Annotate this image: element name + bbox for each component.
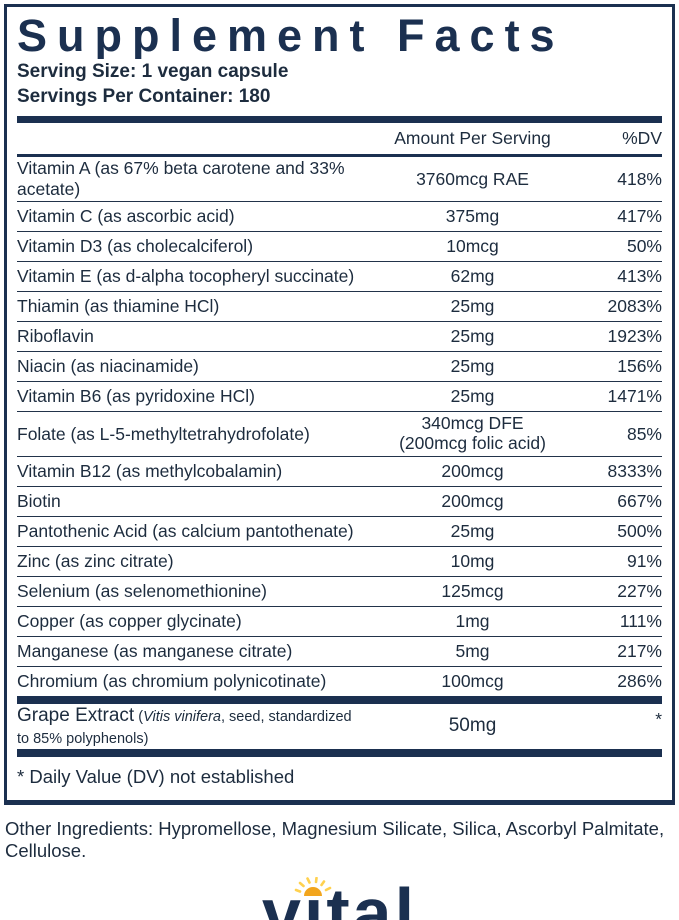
nutrient-dv: 413%: [617, 266, 662, 287]
nutrient-row: Zinc (as zinc citrate) 10mg 91%: [17, 545, 662, 576]
nutrient-amount: 3760mcg RAE: [416, 168, 529, 189]
nutrient-amount: 375mg: [445, 206, 500, 227]
nutrient-row: Manganese (as manganese citrate) 5mg 217…: [17, 635, 662, 666]
serving-size: Serving Size: 1 vegan capsule: [17, 61, 289, 83]
nutrient-amount: 25mg: [450, 356, 495, 377]
nutrient-row: Copper (as copper glycinate) 1mg 111%: [17, 605, 662, 636]
nutrient-name: Pantothenic Acid (as calcium pantothenat…: [17, 520, 354, 541]
sun-icon: [294, 876, 332, 896]
nutrient-dv: 85%: [626, 423, 662, 444]
nutrient-name: Chromium (as chromium polynicotinate): [17, 670, 327, 691]
nutrient-row: Pantothenic Acid (as calcium pantothenat…: [17, 515, 662, 546]
nutrient-name: Thiamin (as thiamine HCl): [17, 296, 220, 317]
nutrient-rows: Vitamin A (as 67% beta carotene and 33% …: [17, 157, 662, 695]
brand-wordmark-text: vıtal: [261, 873, 418, 920]
nutrient-dv: 227%: [617, 580, 662, 601]
nutrient-name: Vitamin B12 (as methylcobalamin): [17, 460, 283, 481]
nutrient-row: Chromium (as chromium polynicotinate) 10…: [17, 665, 662, 696]
nutrient-dv: 50%: [626, 236, 662, 257]
divider-above-grape-extract: [17, 695, 662, 704]
nutrient-amount: 25mg: [450, 386, 495, 407]
divider-thick-top: [17, 116, 662, 124]
nutrient-amount: 340mcg DFE (200mcg folic acid): [399, 413, 546, 454]
nutrient-name: Vitamin D3 (as cholecalciferol): [17, 236, 254, 257]
nutrient-name: Folate (as L-5-methyltetrahydrofolate): [17, 423, 310, 444]
nutrient-name: Niacin (as niacinamide): [17, 356, 199, 377]
nutrient-name: Vitamin B6 (as pyridoxine HCl): [17, 386, 255, 407]
nutrient-name: Grape Extract (Vitis vinifera, seed, sta…: [17, 704, 352, 747]
nutrient-dv: 1923%: [607, 326, 663, 347]
nutrient-amount: 200mcg: [441, 460, 504, 481]
nutrient-amount: 10mg: [450, 550, 495, 571]
nutrient-dv: 111%: [619, 610, 662, 631]
page-title: Supplement Facts: [17, 12, 565, 60]
nutrient-dv: 217%: [617, 640, 662, 661]
nutrient-amount: 125mcg: [441, 580, 504, 601]
header-percent-dv: %DV: [622, 128, 662, 149]
nutrient-dv: 286%: [617, 670, 662, 691]
nutrient-dv: 667%: [617, 490, 662, 511]
nutrient-name: Copper (as copper glycinate): [17, 610, 242, 631]
nutrient-row: Vitamin C (as ascorbic acid) 375mg 417%: [17, 201, 662, 231]
nutrient-amount: 62mg: [450, 266, 495, 287]
servings-per-container: Servings Per Container: 180: [17, 86, 271, 108]
nutrient-amount: 1mg: [455, 610, 490, 631]
divider-below-grape-extract: [17, 748, 662, 757]
nutrient-row: Folate (as L-5-methyltetrahydrofolate) 3…: [17, 411, 662, 455]
table-header-row: Amount Per Serving %DV: [17, 123, 662, 154]
nutrient-amount: 5mg: [455, 640, 490, 661]
daily-value-footnote: * Daily Value (DV) not established: [17, 765, 295, 787]
other-ingredients-text: Other Ingredients: Hypromellose, Magnesi…: [5, 817, 665, 861]
nutrient-amount: 25mg: [450, 296, 495, 317]
nutrient-row: Riboflavin 25mg 1923%: [17, 321, 662, 351]
nutrient-amount: 200mcg: [441, 490, 504, 511]
brand-logo: vıtal NUTRIENTS: [0, 876, 679, 920]
nutrient-amount: 50mg: [448, 715, 497, 737]
nutrient-row: Thiamin (as thiamine HCl) 25mg 2083%: [17, 291, 662, 321]
nutrient-dv: 2083%: [607, 296, 663, 317]
nutrient-dv: 156%: [617, 356, 662, 377]
brand-wordmark: vıtal: [262, 876, 417, 920]
nutrient-name: Vitamin E (as d-alpha tocopheryl succina…: [17, 266, 355, 287]
nutrient-name: Riboflavin: [17, 326, 94, 347]
nutrient-row: Niacin (as niacinamide) 25mg 156%: [17, 351, 662, 381]
supplement-facts-panel: Supplement Facts Serving Size: 1 vegan c…: [4, 4, 675, 805]
nutrient-dv: 8333%: [607, 460, 663, 481]
nutrient-name: Vitamin A (as 67% beta carotene and 33% …: [17, 158, 345, 200]
nutrient-dv: *: [655, 708, 662, 729]
nutrient-name: Zinc (as zinc citrate): [17, 550, 174, 571]
nutrient-dv: 417%: [617, 206, 662, 227]
nutrient-dv: 500%: [617, 520, 662, 541]
nutrient-row: Vitamin E (as d-alpha tocopheryl succina…: [17, 261, 662, 291]
nutrient-dv: 91%: [626, 550, 662, 571]
nutrient-row: Vitamin D3 (as cholecalciferol) 10mcg 50…: [17, 231, 662, 261]
nutrient-name: Biotin: [17, 490, 61, 511]
nutrient-name: Vitamin C (as ascorbic acid): [17, 206, 235, 227]
nutrient-row: Vitamin B6 (as pyridoxine HCl) 25mg 1471…: [17, 381, 662, 411]
nutrient-row: Biotin 200mcg 667%: [17, 485, 662, 516]
nutrient-amount: 25mg: [450, 520, 495, 541]
nutrient-dv: 1471%: [607, 386, 663, 407]
nutrient-amount: 100mcg: [441, 670, 504, 691]
divider-under-header: [17, 154, 662, 158]
nutrient-row: Vitamin B12 (as methylcobalamin) 200mcg …: [17, 455, 663, 486]
supplement-label-page: Supplement Facts Serving Size: 1 vegan c…: [0, 4, 679, 920]
nutrient-row: Selenium (as selenomethionine) 125mcg 22…: [17, 575, 662, 606]
nutrient-name: Selenium (as selenomethionine): [17, 580, 267, 601]
grape-extract-row: Grape Extract (Vitis vinifera, seed, sta…: [17, 704, 662, 749]
nutrient-amount: 25mg: [450, 326, 495, 347]
nutrient-dv: 418%: [617, 168, 662, 189]
header-amount-per-serving: Amount Per Serving: [394, 128, 551, 149]
nutrient-amount: 10mcg: [446, 236, 499, 257]
nutrient-name: Manganese (as manganese citrate): [17, 640, 293, 661]
nutrient-row: Vitamin A (as 67% beta carotene and 33% …: [17, 157, 662, 201]
